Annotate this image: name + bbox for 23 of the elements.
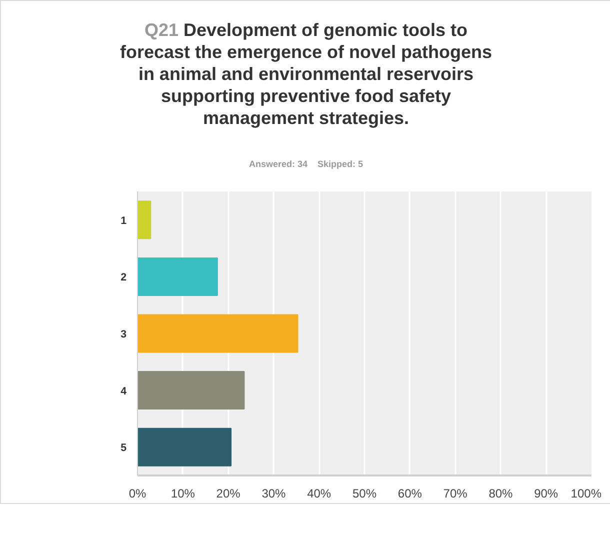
x-tick-label: 80% bbox=[488, 486, 514, 500]
x-tick-label: 20% bbox=[216, 486, 241, 500]
x-tick-label: 90% bbox=[534, 486, 558, 500]
x-tick-label: 60% bbox=[398, 486, 422, 500]
y-tick-label: 3 bbox=[120, 328, 127, 340]
y-tick-label: 5 bbox=[120, 442, 127, 454]
y-tick-label: 2 bbox=[120, 272, 127, 284]
bar bbox=[138, 200, 152, 240]
chart-title: Q21 Development of genomic tools to forecast the emergence of novel pathogens in animal and environmental reservoirs supporting preventive food safety management strategies. bbox=[118, 20, 494, 130]
x-tick-label: 40% bbox=[307, 486, 332, 500]
bar bbox=[138, 371, 245, 410]
x-tick-label: 30% bbox=[262, 486, 286, 500]
y-tick-label: 4 bbox=[120, 385, 127, 398]
bar bbox=[138, 314, 298, 353]
x-tick-label: 10% bbox=[170, 486, 196, 500]
x-tick-label: 50% bbox=[352, 486, 377, 500]
bar bbox=[138, 428, 232, 466]
chart-subtitle: Answered: 34 Skipped: 5 bbox=[248, 158, 364, 171]
x-tick-label: 70% bbox=[443, 486, 468, 500]
y-tick-label: 1 bbox=[120, 214, 127, 227]
bar bbox=[138, 257, 218, 296]
x-tick-label: 0% bbox=[128, 486, 146, 500]
x-tick-label: 100% bbox=[570, 486, 602, 500]
